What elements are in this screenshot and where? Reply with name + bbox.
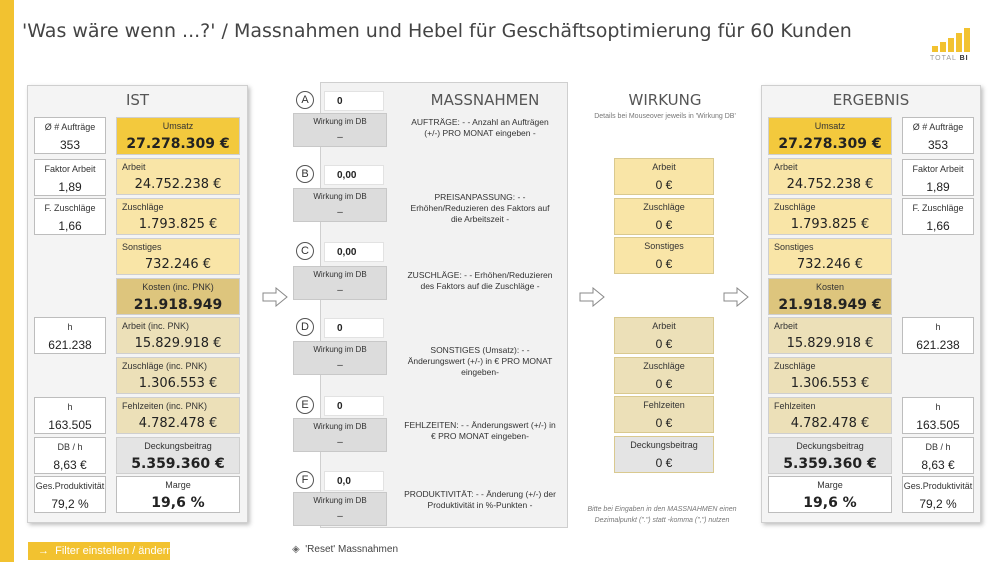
ist-fehlstunden-card: h 163.505 <box>34 397 106 434</box>
arrow-right-icon: → <box>38 545 49 557</box>
ist-fehlzeiten-pnk-card: Fehlzeiten (inc. PNK) 4.782.478 € <box>116 397 240 434</box>
wirkung-fehlzeiten-card[interactable]: Fehlzeiten 0 € <box>614 396 714 433</box>
sonstiges-input[interactable]: 0 <box>324 318 384 338</box>
reset-label: 'Reset' Massnahmen <box>305 544 399 555</box>
ergebnis-arbeit-pnk-card: Arbeit 15.829.918 € <box>768 317 892 354</box>
ergebnis-db-pro-h-card: DB / h 8,63 € <box>902 437 974 474</box>
ist-arbeit-pnk-card: Arbeit (inc. PNK) 15.829.918 € <box>116 317 240 354</box>
ergebnis-sonstiges-card: Sonstiges 732.246 € <box>768 238 892 275</box>
ist-deckungsbeitrag-card: Deckungsbeitrag 5.359.360 € <box>116 437 240 474</box>
ergebnis-zuschlaege-pnk-card: Zuschläge 1.306.553 € <box>768 357 892 394</box>
massnahme-f-badge: F <box>296 471 314 489</box>
fehlzeiten-description: FEHLZEITEN: - - Änderungswert (+/-) in €… <box>404 420 556 441</box>
eraser-icon: ◈ <box>292 544 300 555</box>
filter-button[interactable]: → Filter einstellen / ändern <box>28 542 173 560</box>
wirkung-subnote: Details bei Mouseover jeweils in 'Wirkun… <box>594 113 736 120</box>
ist-faktor-arbeit-card: Faktor Arbeit 1,89 <box>34 159 106 196</box>
ist-f-zuschlaege-card: F. Zuschläge 1,66 <box>34 198 106 235</box>
wirkung-sonstiges-card[interactable]: Sonstiges 0 € <box>614 237 714 274</box>
decimal-hint-note: Bitte bei Eingaben in den MASSNAHMEN ein… <box>587 506 737 524</box>
sonstiges-description: SONSTIGES (Umsatz): - - Änderungswert (+… <box>407 345 553 377</box>
ergebnis-fehlstunden-card: h 163.505 <box>902 397 974 434</box>
ergebnis-zuschlaege-card: Zuschläge 1.793.825 € <box>768 198 892 235</box>
massnahmen-connector-line <box>320 110 321 518</box>
auftraege-description: AUFTRÄGE: - - Anzahl an Aufträgen (+/-) … <box>411 117 549 138</box>
totalbi-logo: TOTAL BI <box>930 26 974 62</box>
ist-kosten-card: Kosten (inc. PNK) 21.918.949 <box>116 278 240 315</box>
ergebnis-auftraege-card: Ø # Aufträge 353 <box>902 117 974 154</box>
ist-sonstiges-card: Sonstiges 732.246 € <box>116 238 240 275</box>
wirkung-zuschlaege-card[interactable]: Zuschläge 0 € <box>614 198 714 235</box>
massnahme-a-badge: A <box>296 91 314 109</box>
ergebnis-fehlzeiten-card: Fehlzeiten 4.782.478 € <box>768 397 892 434</box>
wirkung-db-zuschlaege: Wirkung im DB – <box>293 266 387 300</box>
massnahmen-header: MASSNAHMEN <box>430 91 540 109</box>
ergebnis-header: ERGEBNIS <box>832 91 910 109</box>
arrow-right-icon <box>579 287 605 307</box>
arrow-right-icon <box>262 287 288 307</box>
ergebnis-arbeit-card: Arbeit 24.752.238 € <box>768 158 892 195</box>
left-accent-bar <box>0 0 14 562</box>
ist-stunden-card: h 621.238 <box>34 317 106 354</box>
arrow-right-icon <box>723 287 749 307</box>
ist-header: IST <box>125 91 150 109</box>
produktivitaet-input[interactable]: 0,0 <box>324 471 384 491</box>
massnahme-c-badge: C <box>296 242 314 260</box>
page-title: 'Was wäre wenn ...?' / Massnahmen und He… <box>22 20 852 42</box>
wirkung-deckungsbeitrag-card[interactable]: Deckungsbeitrag 0 € <box>614 436 714 473</box>
ist-auftraege-card: Ø # Aufträge 353 <box>34 117 106 154</box>
fehlzeiten-input[interactable]: 0 <box>324 396 384 416</box>
ergebnis-deckungsbeitrag-card: Deckungsbeitrag 5.359.360 € <box>768 437 892 474</box>
reset-button[interactable]: ◈ 'Reset' Massnahmen <box>292 544 398 555</box>
produktivitaet-description: PRODUKTIVITÄT: - - Änderung (+/-) der Pr… <box>404 489 556 510</box>
filter-button-label: Filter einstellen / ändern <box>55 545 173 557</box>
massnahmen-panel <box>320 82 568 528</box>
ergebnis-produktivitaet-card: Ges.Produktivität 79,2 % <box>902 476 974 513</box>
ist-arbeit-card: Arbeit 24.752.238 € <box>116 158 240 195</box>
massnahme-d-badge: D <box>296 318 314 336</box>
preisanpassung-input[interactable]: 0,00 <box>324 165 384 185</box>
wirkung-db-preisanpassung: Wirkung im DB – <box>293 188 387 222</box>
ist-db-pro-h-card: DB / h 8,63 € <box>34 437 106 474</box>
ergebnis-f-zuschlaege-card: F. Zuschläge 1,66 <box>902 198 974 235</box>
ist-zuschlaege-pnk-card: Zuschläge (inc. PNK) 1.306.553 € <box>116 357 240 394</box>
ergebnis-umsatz-card: Umsatz 27.278.309 € <box>768 117 892 155</box>
massnahme-e-badge: E <box>296 396 314 414</box>
wirkung-zuschlaege-pnk-card[interactable]: Zuschläge 0 € <box>614 357 714 394</box>
zuschlaege-description: ZUSCHLÄGE: - - Erhöhen/Reduzieren des Fa… <box>407 270 553 291</box>
ist-umsatz-card: Umsatz 27.278.309 € <box>116 117 240 155</box>
wirkung-header: WIRKUNG <box>628 91 702 109</box>
wirkung-db-produktivitaet: Wirkung im DB – <box>293 492 387 526</box>
massnahme-b-badge: B <box>296 165 314 183</box>
ist-marge-card: Marge 19,6 % <box>116 476 240 513</box>
wirkung-db-sonstiges: Wirkung im DB – <box>293 341 387 375</box>
wirkung-arbeit-card[interactable]: Arbeit 0 € <box>614 158 714 195</box>
wirkung-arbeit-pnk-card[interactable]: Arbeit 0 € <box>614 317 714 354</box>
ergebnis-marge-card: Marge 19,6 % <box>768 476 892 513</box>
ergebnis-stunden-card: h 621.238 <box>902 317 974 354</box>
wirkung-db-auftraege: Wirkung im DB – <box>293 113 387 147</box>
ergebnis-kosten-card: Kosten 21.918.949 € <box>768 278 892 315</box>
ist-zuschlaege-card: Zuschläge 1.793.825 € <box>116 198 240 235</box>
ergebnis-faktor-arbeit-card: Faktor Arbeit 1,89 <box>902 159 974 196</box>
auftraege-input[interactable]: 0 <box>324 91 384 111</box>
wirkung-db-fehlzeiten: Wirkung im DB – <box>293 418 387 452</box>
ist-produktivitaet-card: Ges.Produktivität 79,2 % <box>34 476 106 513</box>
zuschlaege-input[interactable]: 0,00 <box>324 242 384 262</box>
preisanpassung-description: PREISANPASSUNG: - - Erhöhen/Reduzieren d… <box>410 192 550 224</box>
